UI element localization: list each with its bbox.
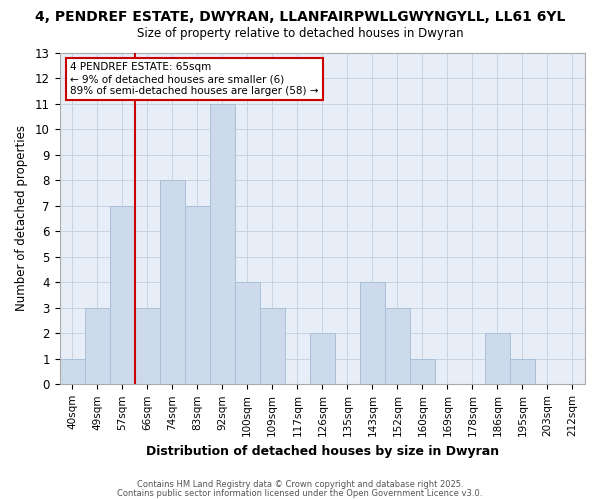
Bar: [360, 282, 385, 384]
Text: Size of property relative to detached houses in Dwyran: Size of property relative to detached ho…: [137, 28, 463, 40]
Bar: [110, 206, 135, 384]
Text: Contains HM Land Registry data © Crown copyright and database right 2025.: Contains HM Land Registry data © Crown c…: [137, 480, 463, 489]
Bar: [310, 334, 335, 384]
Bar: [235, 282, 260, 384]
Bar: [85, 308, 110, 384]
Y-axis label: Number of detached properties: Number of detached properties: [15, 126, 28, 312]
Text: 4, PENDREF ESTATE, DWYRAN, LLANFAIRPWLLGWYNGYLL, LL61 6YL: 4, PENDREF ESTATE, DWYRAN, LLANFAIRPWLLG…: [35, 10, 565, 24]
Bar: [185, 206, 210, 384]
Bar: [385, 308, 410, 384]
Bar: [210, 104, 235, 384]
Bar: [135, 308, 160, 384]
X-axis label: Distribution of detached houses by size in Dwyran: Distribution of detached houses by size …: [146, 444, 499, 458]
Bar: [410, 359, 435, 384]
Text: 4 PENDREF ESTATE: 65sqm
← 9% of detached houses are smaller (6)
89% of semi-deta: 4 PENDREF ESTATE: 65sqm ← 9% of detached…: [70, 62, 319, 96]
Bar: [59, 359, 85, 384]
Bar: [260, 308, 285, 384]
Text: Contains public sector information licensed under the Open Government Licence v3: Contains public sector information licen…: [118, 488, 482, 498]
Bar: [510, 359, 535, 384]
Bar: [485, 334, 510, 384]
Bar: [160, 180, 185, 384]
